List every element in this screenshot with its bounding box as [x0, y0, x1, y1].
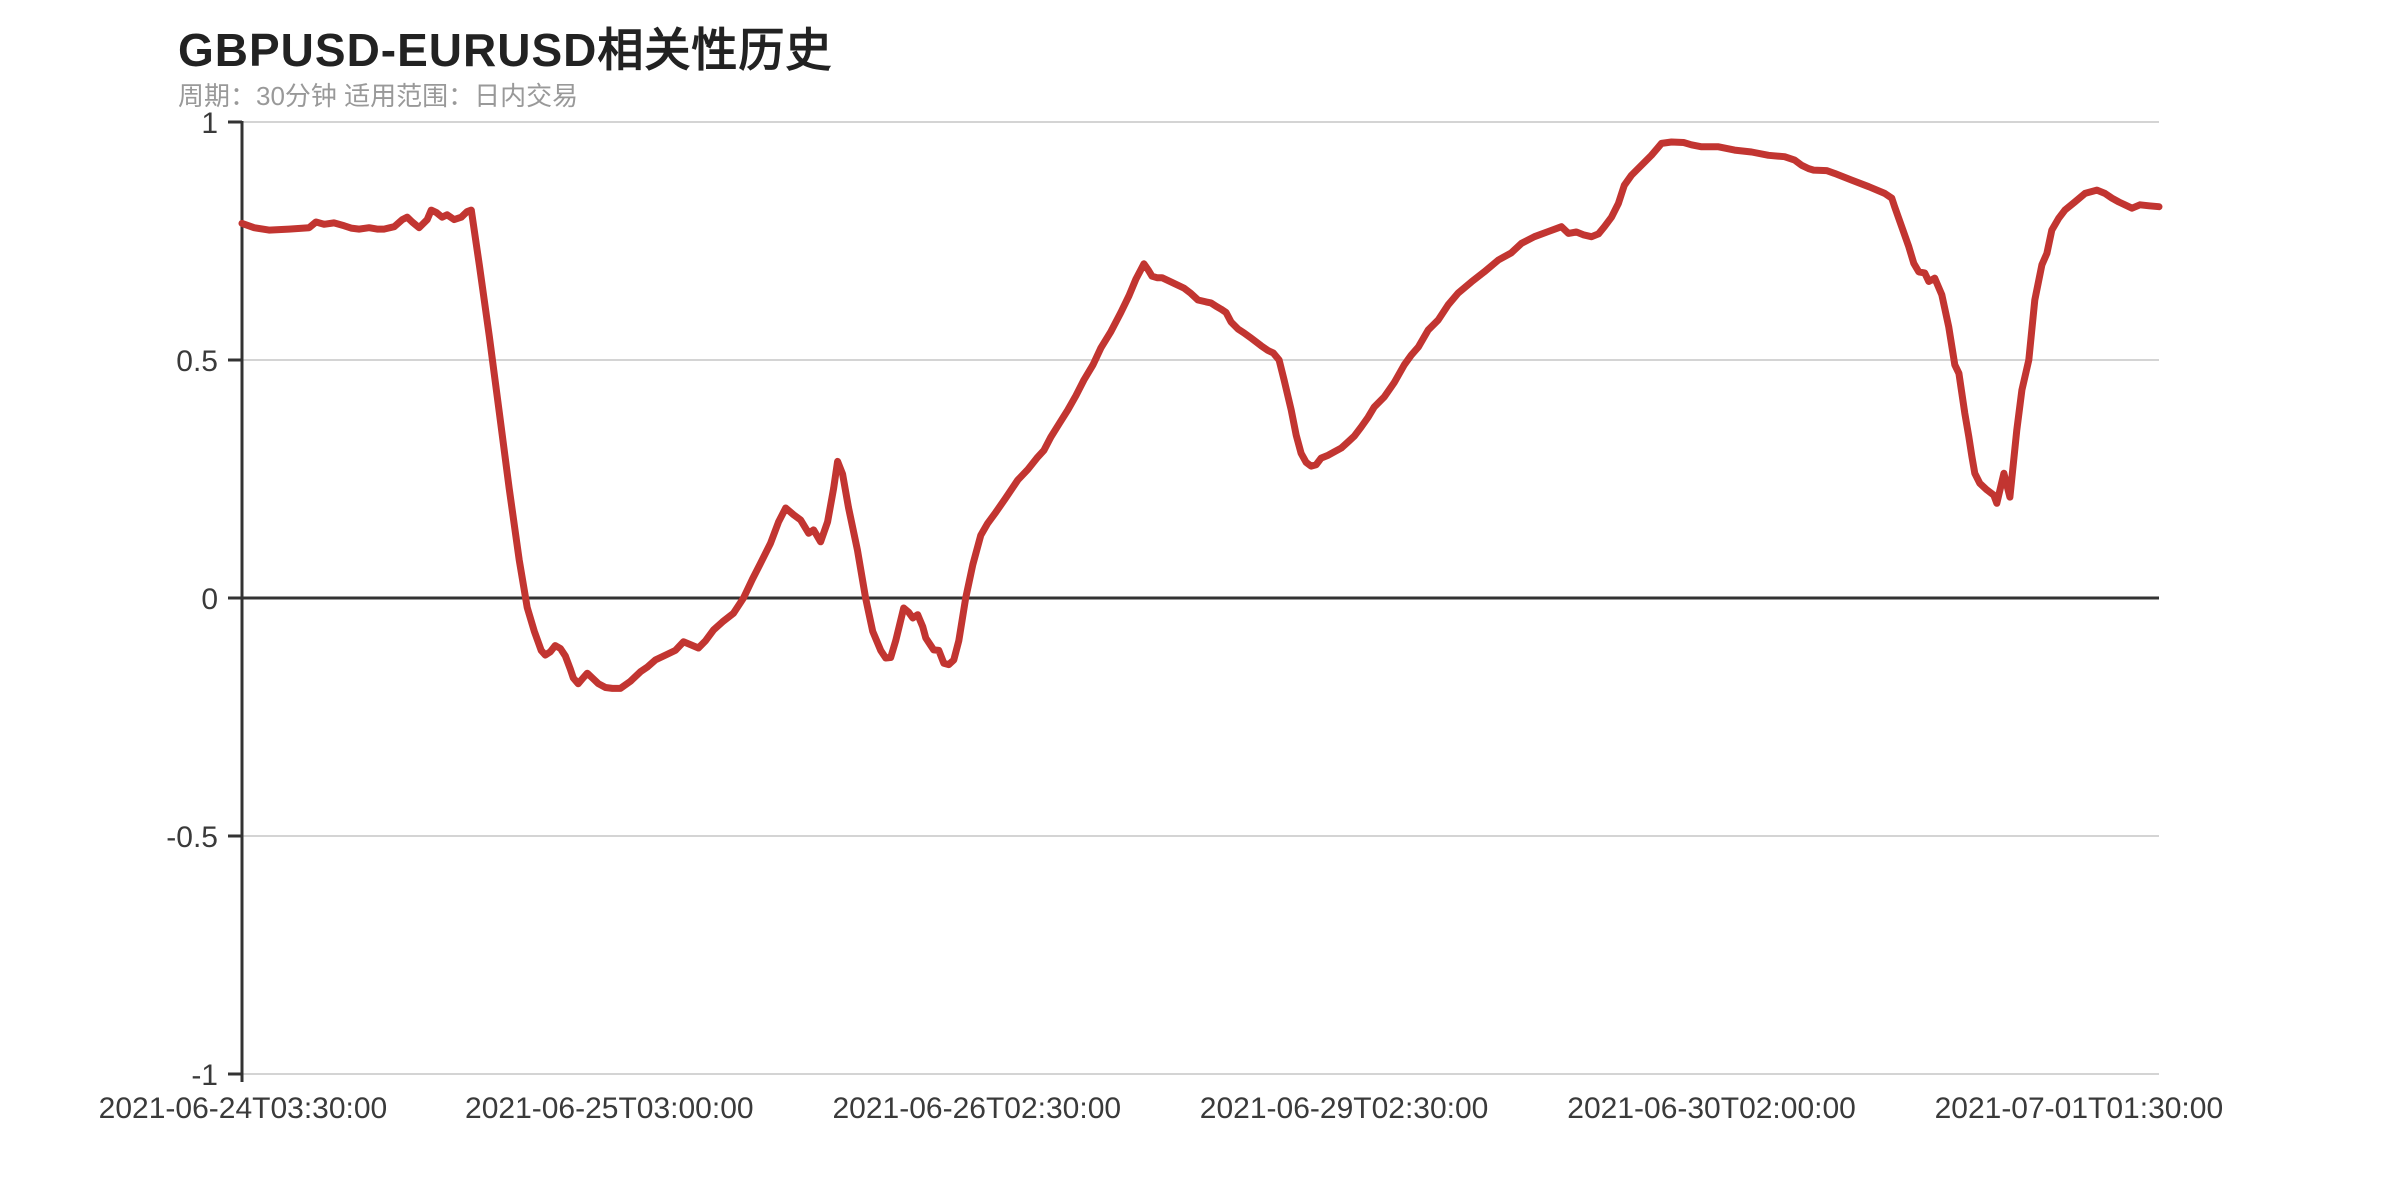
- y-tick-label: 1: [201, 107, 218, 140]
- x-tick-label: 2021-06-29T02:30:00: [1200, 1092, 1489, 1125]
- x-tick-label: 2021-06-30T02:00:00: [1567, 1092, 1856, 1125]
- page-subtitle: 周期：30分钟 适用范围：日内交易: [178, 81, 579, 111]
- y-tick-label: 0: [201, 583, 218, 616]
- x-tick-label: 2021-06-25T03:00:00: [465, 1092, 754, 1125]
- series-line: [238, 138, 2163, 692]
- y-tick-label: 0.5: [176, 345, 218, 378]
- page-title: GBPUSD-EURUSD相关性历史: [178, 24, 833, 76]
- y-tick-label: -1: [191, 1059, 218, 1092]
- x-tick-label: 2021-06-26T02:30:00: [833, 1092, 1122, 1125]
- y-tick-label: -0.5: [166, 821, 218, 854]
- x-tick-label: 2021-06-24T03:30:00: [99, 1092, 388, 1125]
- x-tick-label: 2021-07-01T01:30:00: [1935, 1092, 2224, 1125]
